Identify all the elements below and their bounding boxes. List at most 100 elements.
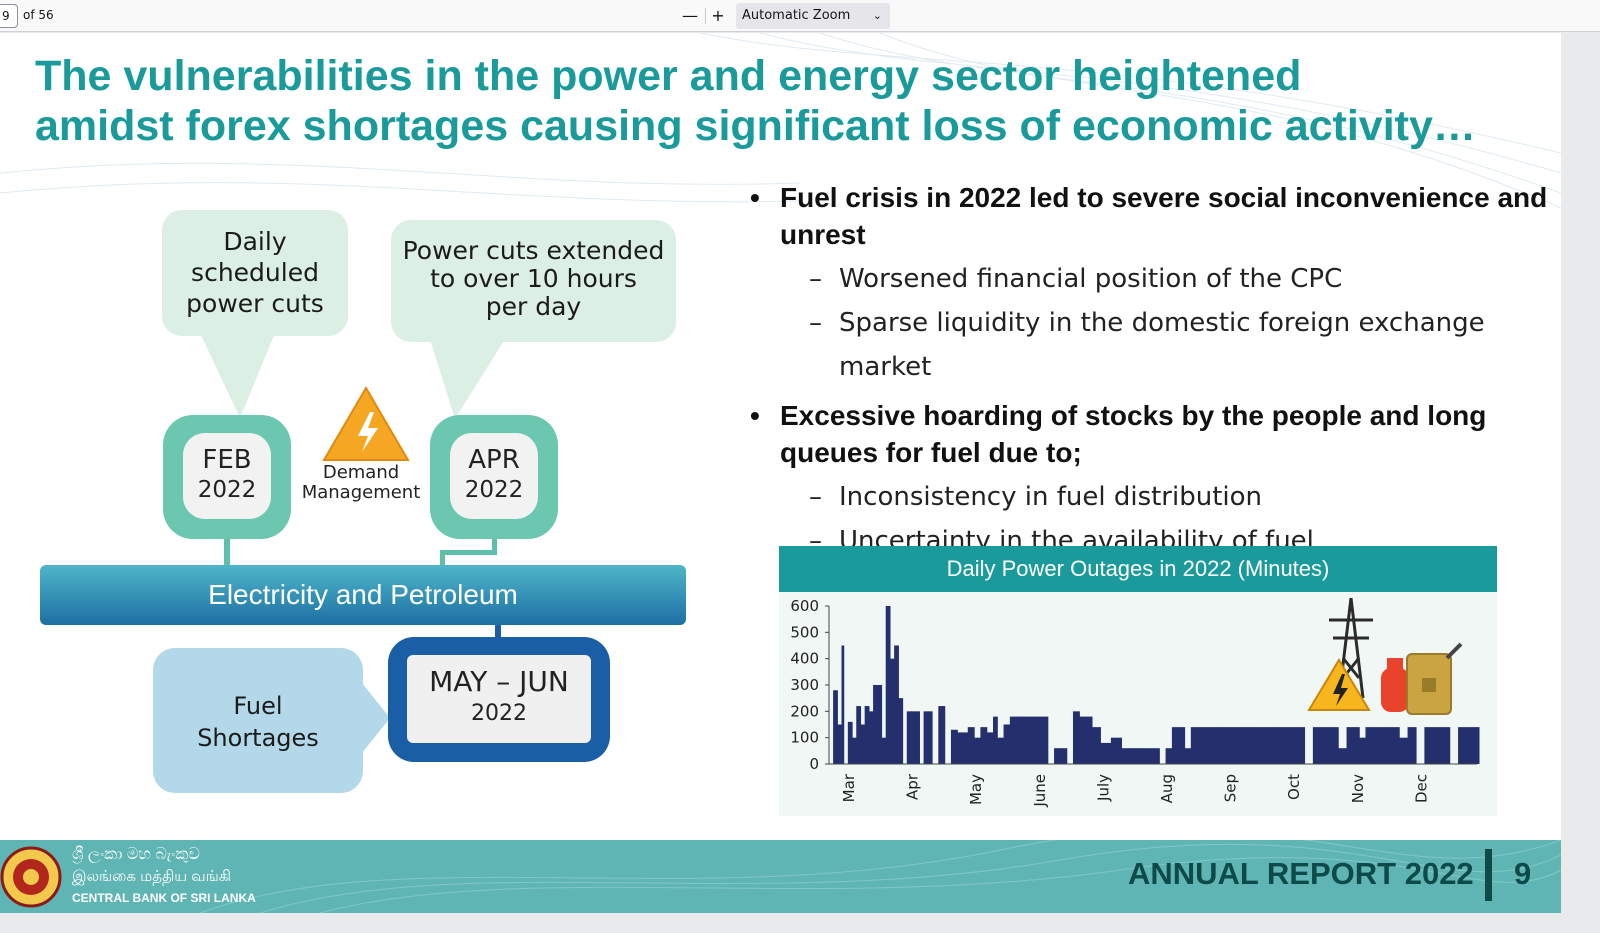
outage-bar: [1190, 727, 1198, 764]
x-tick-label: Aug: [1158, 774, 1176, 803]
outage-bar: [1247, 727, 1255, 764]
dash-symbol: –: [809, 264, 822, 294]
dash-symbol: –: [809, 482, 822, 512]
outage-bar: [1216, 727, 1223, 764]
outage-bar: [1235, 727, 1242, 764]
outage-bar: [860, 724, 866, 764]
sub-bullet-text: Sparse liquidity in the domestic foreign…: [839, 308, 1485, 382]
outage-bar: [1152, 748, 1160, 764]
x-tick-label: Mar: [840, 773, 858, 802]
outage-bar: [837, 724, 843, 764]
bank-seal-icon: [0, 846, 62, 908]
y-tick-label: 500: [790, 623, 819, 641]
feb-year: 2022: [197, 477, 257, 503]
outage-bar: [1285, 727, 1293, 764]
outage-bar: [1338, 748, 1348, 764]
chevron-down-icon: ⌄: [872, 9, 882, 22]
outage-bar: [1298, 727, 1306, 764]
outage-bar: [1365, 727, 1373, 764]
outage-bar: [1165, 748, 1173, 764]
chart-decoration-icons: [1307, 597, 1463, 715]
outage-bar: [833, 690, 838, 764]
outage-bar: [915, 711, 920, 764]
bullet-line: Fuel crisis in 2022 led to severe social…: [780, 182, 1548, 213]
zoom-in-button[interactable]: +: [711, 6, 725, 25]
outage-bar: [1352, 727, 1360, 764]
bubble-apr-tail: [430, 339, 505, 419]
bullet-fuel-crisis: • Fuel crisis in 2022 led to severe soci…: [750, 179, 1550, 253]
outage-bar: [852, 737, 857, 764]
outage-bar: [877, 685, 883, 764]
outage-bar: [1022, 716, 1030, 764]
outage-bar: [1241, 727, 1249, 764]
outage-bar: [1466, 727, 1476, 764]
outage-bar: [1378, 727, 1386, 764]
x-tick-label: Sep: [1222, 774, 1240, 802]
page-number-input[interactable]: 9: [0, 4, 18, 28]
annual-report-label: ANNUAL REPORT 2022: [1128, 856, 1474, 891]
outage-bar: [927, 711, 933, 764]
outage-bar: [997, 737, 1005, 764]
speech-bubble-apr: Power cuts extended to over 10 hours per…: [391, 220, 676, 342]
outage-bar: [1266, 727, 1274, 764]
zoom-select[interactable]: Automatic Zoom ⌄: [736, 3, 890, 29]
x-tick-label: June: [1031, 774, 1049, 808]
zoom-select-value: Automatic Zoom: [742, 8, 851, 23]
outage-bar: [980, 727, 988, 764]
outage-bar: [993, 716, 998, 764]
demand-line: Management: [301, 482, 421, 503]
outage-bar: [1079, 716, 1087, 764]
apr-connector-horizontal: [440, 550, 497, 555]
outage-bar: [986, 732, 994, 764]
zoom-out-button[interactable]: —: [682, 6, 698, 25]
bullet-line: Excessive hoarding of stocks by the peop…: [780, 400, 1487, 431]
zoom-divider: [705, 8, 706, 24]
feb-2022-badge: FEB 2022: [163, 415, 291, 539]
may-jun-year: 2022: [471, 701, 527, 726]
outage-bar: [894, 645, 899, 764]
warning-lightning-icon: [322, 386, 410, 461]
feb-connector: [224, 539, 230, 565]
outage-bar: [1121, 748, 1133, 764]
chart-plot-area: 0 100 200 300 400 500 600 Mar Apr May June July Aug…: [790, 597, 1480, 808]
page-count-label: of 56: [23, 8, 54, 22]
y-tick-label: 0: [809, 755, 819, 773]
bubble-feb-tail: [200, 333, 275, 418]
bubble-apr-line: to over 10 hours: [430, 264, 637, 293]
jerry-can-icon: [1406, 642, 1463, 715]
sub-bullet-text: Worsened financial position of the CPC: [839, 264, 1343, 294]
outage-bar: [1016, 716, 1024, 764]
slide-footer: ශ්‍රී ලංකා මහ බැංකුව இலங்கை மத்திய வங்கி…: [0, 840, 1561, 913]
outage-bar: [938, 706, 946, 764]
outage-bar: [841, 645, 845, 764]
apr-2022-badge: APR 2022: [430, 415, 558, 539]
bank-name-sinhala: ශ්‍රී ලංකා මහ බැංකුව: [72, 846, 200, 863]
y-tick-label: 300: [790, 676, 819, 694]
may-jun-inner: MAY – JUN 2022: [407, 655, 591, 743]
outage-bar: [856, 706, 862, 764]
chart-title: Daily Power Outages in 2022 (Minutes): [779, 546, 1497, 592]
outage-bar: [1009, 716, 1017, 764]
slide-page: The vulnerabilities in the power and ene…: [0, 33, 1561, 913]
outage-bar: [923, 711, 929, 764]
fuel-line: Shortages: [197, 724, 319, 752]
outage-bar: [873, 685, 878, 764]
outage-bar: [1260, 727, 1268, 764]
title-line-1: The vulnerabilities in the power and ene…: [35, 52, 1302, 100]
title-line-2: amidst forex shortages causing significa…: [35, 102, 1476, 150]
x-tick-label: July: [1094, 774, 1112, 802]
viewer-margin: [1561, 33, 1600, 933]
outage-bar: [950, 729, 958, 764]
outage-bar: [967, 727, 975, 764]
outage-bar: [957, 732, 969, 764]
outage-bar: [1110, 737, 1122, 764]
outage-bar: [1321, 727, 1331, 764]
outage-bar: [1424, 727, 1434, 764]
outage-bar: [1432, 727, 1442, 764]
outage-bar: [910, 711, 916, 764]
outage-bar: [881, 737, 887, 764]
outage-bar: [898, 698, 904, 764]
outage-bar: [1279, 727, 1287, 764]
bullet-line: queues for fuel due to;: [780, 437, 1082, 468]
outage-bar: [1085, 716, 1093, 764]
